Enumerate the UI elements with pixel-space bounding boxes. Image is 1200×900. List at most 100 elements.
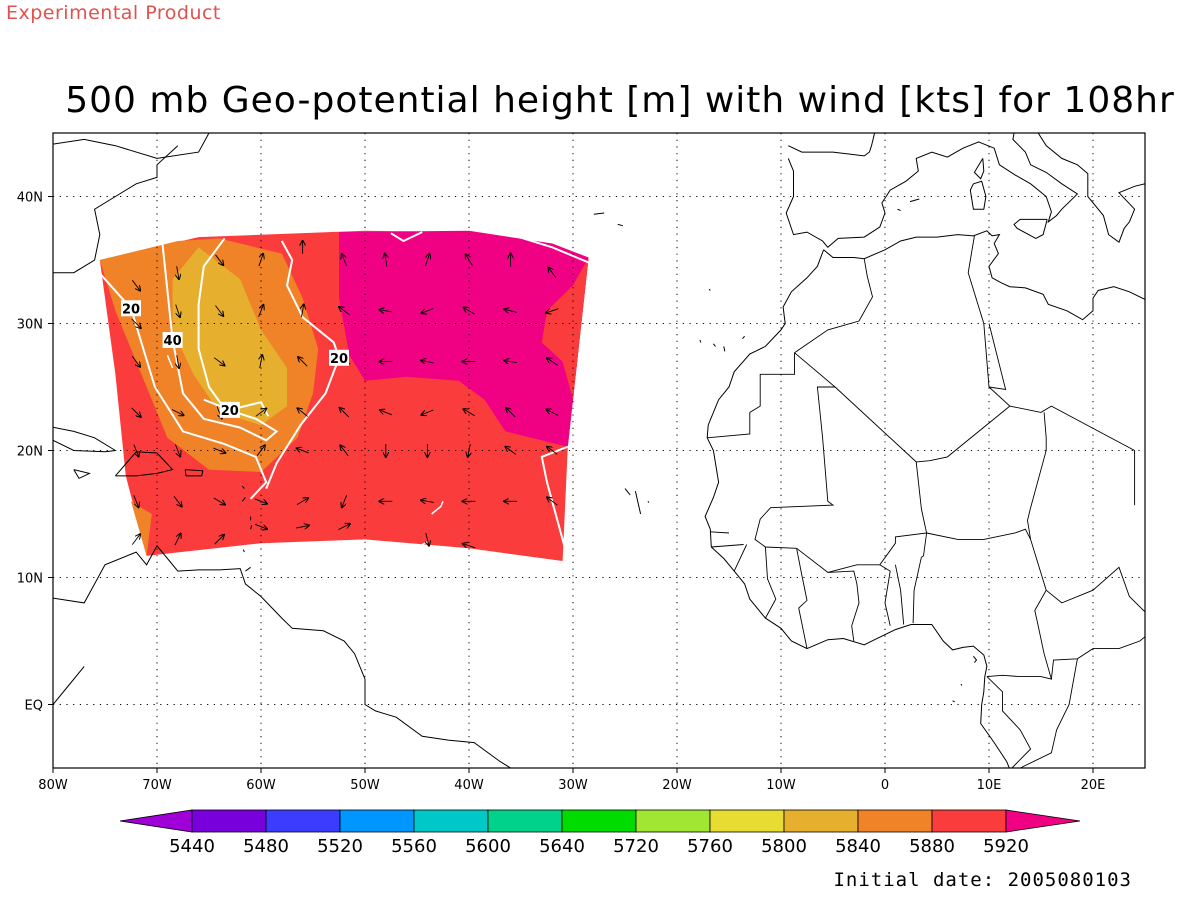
wind-vector-8 <box>466 254 473 266</box>
coastline-26 <box>713 343 716 347</box>
wind-vector-39 <box>380 410 392 416</box>
coastline-28 <box>708 288 711 291</box>
colorbar-box-4 <box>487 809 563 833</box>
border-20 <box>921 532 928 558</box>
coastline-16 <box>785 133 1145 249</box>
wind-vector-48 <box>297 448 309 454</box>
wind-vector-29 <box>421 360 434 363</box>
coastline-8 <box>241 497 246 502</box>
wind-vector-70 <box>296 525 309 528</box>
wind-vector-69 <box>254 523 267 529</box>
contour-label-box-3 <box>329 349 349 366</box>
wind-vector-55 <box>133 495 139 507</box>
colorbar-label-4: 5600 <box>465 836 511 857</box>
coastline-22 <box>823 230 1145 321</box>
wind-vector-56 <box>173 495 182 506</box>
x-tick-label-0: 80W <box>38 778 68 793</box>
wind-vector-20 <box>504 309 518 312</box>
x-tick-label-6: 20W <box>662 778 692 793</box>
coastline-7 <box>241 485 245 489</box>
wind-vector-12 <box>175 304 180 317</box>
border-8 <box>1050 636 1145 680</box>
border-0 <box>707 352 795 439</box>
coastline-0 <box>53 133 293 159</box>
wind-vector-24 <box>213 357 224 366</box>
colorbar-label-2: 5520 <box>317 836 363 857</box>
wind-vector-42 <box>506 408 516 418</box>
border-4 <box>916 405 1011 463</box>
colorbar-label-6: 5720 <box>613 836 659 857</box>
coastline-12 <box>245 566 251 572</box>
border-11 <box>764 546 777 619</box>
axis-layer: 80W 70W 60W 50W 40W 30W 20W 10W 0 10E 20E EQ 10N 20N 3… <box>17 191 1106 794</box>
wind-vector-10 <box>548 268 557 279</box>
wind-vector-43 <box>546 410 559 416</box>
wind-vector-3 <box>258 254 263 267</box>
wind-vector-57 <box>213 497 225 505</box>
coastline-11 <box>242 549 245 553</box>
wind-vector-layer <box>131 241 559 549</box>
colorbar-label-0: 5440 <box>169 836 215 857</box>
border-13 <box>710 531 730 534</box>
wind-vector-1 <box>177 266 179 279</box>
wind-contour-1 <box>161 237 279 442</box>
border-19 <box>912 557 922 624</box>
border-5 <box>796 386 928 573</box>
coastline-30 <box>624 488 631 496</box>
wind-vector-65 <box>547 497 558 506</box>
wind-vector-71 <box>338 524 350 531</box>
coastline-27 <box>699 339 702 343</box>
height-region-2 <box>131 501 152 556</box>
x-tick-label-5: 30W <box>558 778 588 793</box>
wind-vector-13 <box>215 305 224 316</box>
wind-vector-37 <box>298 408 308 417</box>
wind-vector-54 <box>547 447 558 455</box>
wind-vector-7 <box>424 254 429 267</box>
coastline-31 <box>647 500 650 503</box>
wind-vector-18 <box>421 307 434 313</box>
wind-contour-0 <box>93 266 268 500</box>
colorbar-box-10 <box>931 809 1007 833</box>
x-tick-label-7: 10W <box>766 778 796 793</box>
colorbar-box-7 <box>709 809 785 833</box>
coastline-23 <box>704 249 1010 768</box>
colorbar-box-0 <box>191 809 267 833</box>
coastline-36 <box>952 700 955 703</box>
x-tick-label-1: 70W <box>142 778 172 793</box>
wind-vector-73 <box>463 544 476 549</box>
wind-vector-46 <box>213 447 225 453</box>
coastline-15 <box>788 133 876 157</box>
height-region-4 <box>339 230 589 447</box>
wind-vector-26 <box>298 357 308 367</box>
wind-vector-2 <box>215 254 224 265</box>
colorbar-right-arrow <box>1005 809 1081 833</box>
border-22 <box>1020 658 1078 768</box>
wind-vector-11 <box>131 318 141 328</box>
colorbar-label-1: 5480 <box>243 836 289 857</box>
border-12 <box>711 544 744 548</box>
wind-vector-40 <box>421 409 434 415</box>
contour-label-2: 20 <box>221 404 239 419</box>
height-region-5 <box>541 257 589 400</box>
wind-vector-68 <box>214 535 224 545</box>
wind-vector-58 <box>254 498 267 504</box>
wind-contour-4 <box>390 231 423 243</box>
wind-vector-59 <box>296 498 308 505</box>
colorbar-box-9 <box>857 809 933 833</box>
colorbar-label-9: 5840 <box>835 836 881 857</box>
colorbar-label-5: 5640 <box>539 836 585 857</box>
contour-label-box-0 <box>121 300 141 317</box>
colorbar: 5440 5480 5520 5560 5600 5640 5720 5760 5800 5840… <box>119 809 1081 857</box>
wind-vector-6 <box>385 254 387 267</box>
grid-layer <box>53 133 1145 768</box>
coastline-layer <box>53 133 1145 768</box>
colorbar-label-11: 5920 <box>983 836 1029 857</box>
contour-label-0: 20 <box>122 302 140 317</box>
wind-vector-15 <box>302 304 304 318</box>
border-14 <box>733 544 748 572</box>
coastline-10 <box>250 525 253 530</box>
border-6 <box>926 528 1053 680</box>
contour-label-box-1 <box>162 332 183 349</box>
border-17 <box>879 564 891 626</box>
